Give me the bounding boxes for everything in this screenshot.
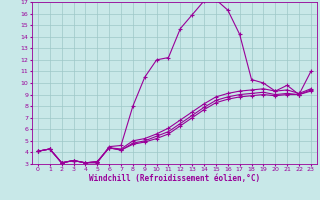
X-axis label: Windchill (Refroidissement éolien,°C): Windchill (Refroidissement éolien,°C) [89, 174, 260, 183]
